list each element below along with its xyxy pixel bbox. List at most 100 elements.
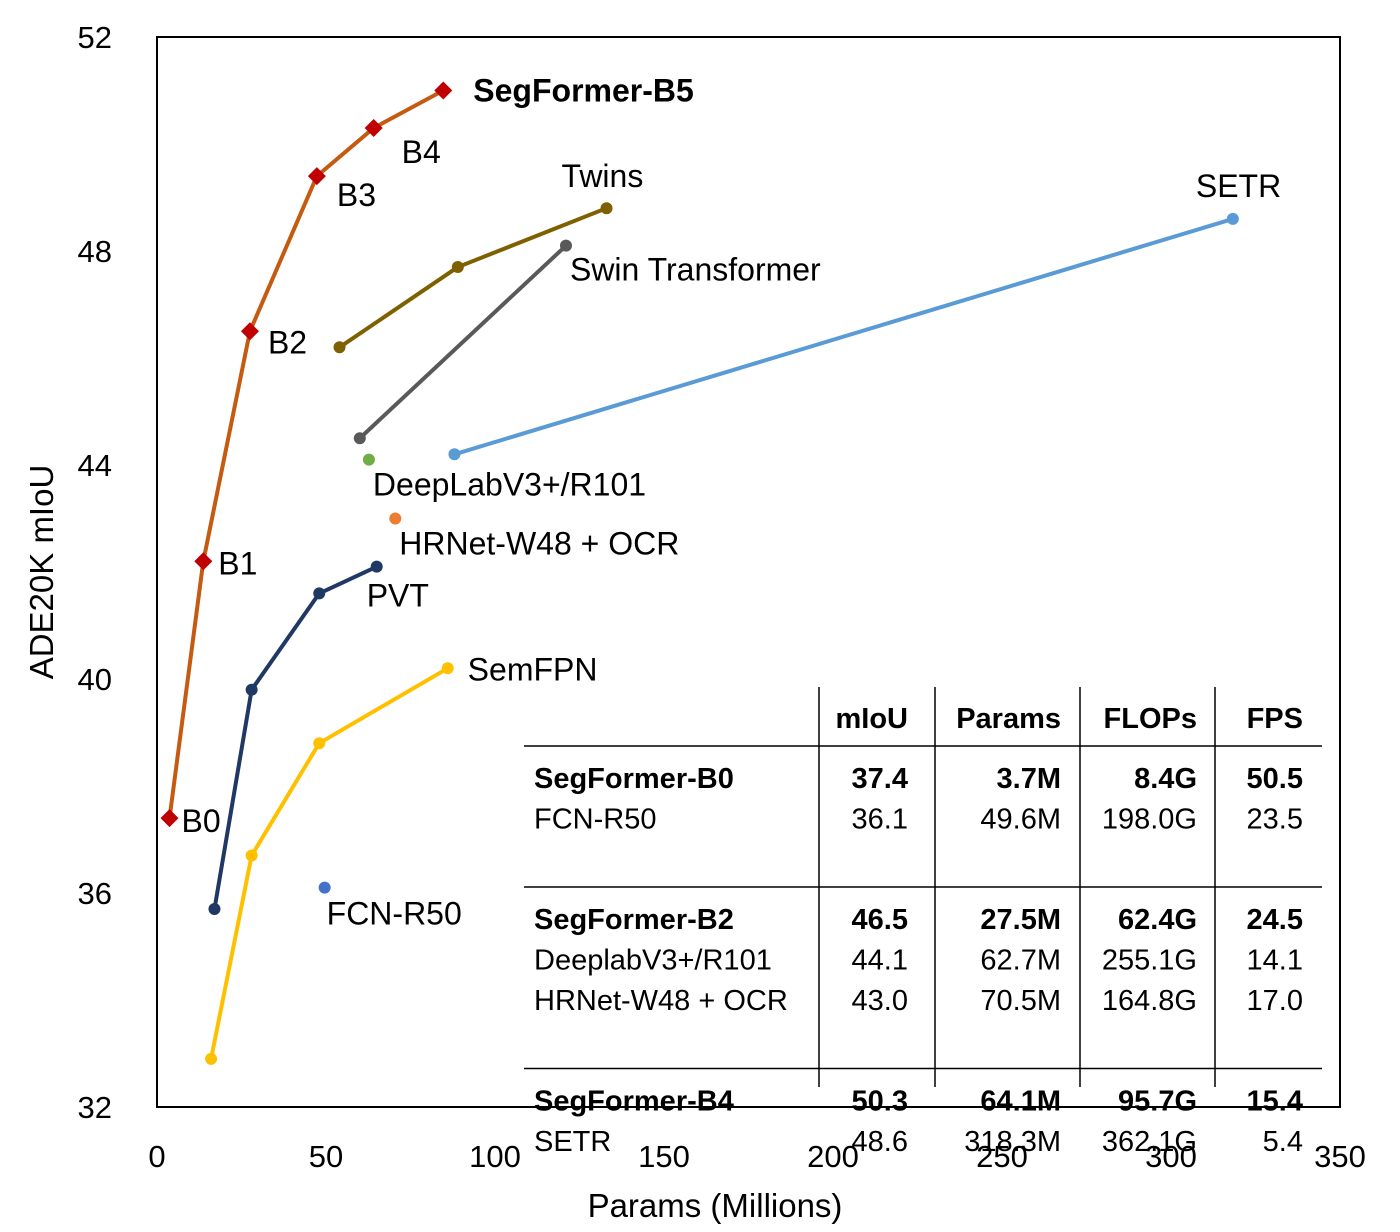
table-row: FCN-R50 36.1 49.6M 198.0G 23.5: [534, 804, 1303, 836]
twins-point: [600, 202, 613, 215]
y-tick-52: 52: [78, 20, 112, 55]
pvt-point: [370, 560, 383, 573]
segformer-point: [160, 809, 179, 828]
segformer-label-b3: B3: [337, 177, 376, 213]
table-header-miou: mIoU: [836, 703, 909, 735]
segformer-point: [240, 322, 259, 341]
x-tick-250: 250: [976, 1139, 1028, 1174]
table-cell-fps: 50.5: [1247, 763, 1303, 795]
swin-transformer-point: [559, 239, 572, 252]
table-cell-fps: 5.4: [1263, 1126, 1303, 1158]
y-tick-labels: 32 36 40 44 48 52: [78, 20, 112, 1125]
table-row-name: SegFormer-B4: [534, 1086, 734, 1118]
table-cell-miou: 36.1: [852, 804, 908, 836]
table-cell-miou: 48.6: [852, 1126, 908, 1158]
x-tick-350: 350: [1314, 1139, 1366, 1174]
pvt-line: [212, 564, 378, 910]
table-cell-fps: 17.0: [1247, 985, 1303, 1017]
x-tick-300: 300: [1145, 1139, 1197, 1174]
twins-label: Twins: [562, 158, 644, 194]
y-tick-48: 48: [78, 234, 112, 269]
swin-transformer-line: [358, 244, 568, 440]
segformer-label-b2: B2: [268, 324, 307, 360]
table-row: HRNet-W48 + OCR 43.0 70.5M 164.8G 17.0: [534, 985, 1303, 1017]
twins-line: [338, 206, 608, 349]
x-tick-200: 200: [807, 1139, 859, 1174]
comparison-table: mIoU Params FLOPs FPS SegFormer-B0 37.4 3.7M 8.…: [524, 687, 1322, 1158]
table-row-name: SegFormer-B0: [534, 763, 734, 795]
twins-point: [451, 261, 464, 274]
y-tick-36: 36: [78, 876, 112, 911]
table-cell-flops: 95.7G: [1118, 1086, 1197, 1118]
table-cell-flops: 164.8G: [1102, 985, 1197, 1017]
x-tick-100: 100: [469, 1139, 521, 1174]
segformer-point: [194, 552, 213, 571]
setr-point: [448, 448, 461, 461]
table-cell-flops: 62.4G: [1118, 904, 1197, 936]
table-cell-fps: 23.5: [1247, 804, 1303, 836]
segformer-point: [434, 81, 453, 100]
table-cell-miou: 46.5: [852, 904, 908, 936]
x-axis-title: Params (Millions): [588, 1187, 843, 1224]
table-row: DeeplabV3+/R101 44.1 62.7M 255.1G 14.1: [534, 945, 1303, 977]
table-cell-fps: 14.1: [1247, 945, 1303, 977]
series-labels: B0 B1 B2 B3 B4 SegFormer-B5 Twins Swin Transfor…: [182, 73, 1282, 932]
swin-transformer-label: Swin Transformer: [570, 252, 821, 288]
semfpn-line: [209, 666, 449, 1060]
x-tick-labels: 0 50 100 150 200 250 300 350: [148, 1139, 1365, 1174]
hrnet-w48-ocr-point: [389, 512, 402, 525]
table-row-name: HRNet-W48 + OCR: [534, 985, 788, 1017]
segformer-label-b4: B4: [402, 134, 441, 170]
table-row: SETR 48.6 318.3M 362.1G 5.4: [534, 1126, 1303, 1158]
table-row: SegFormer-B4 50.3 64.1M 95.7G 15.4: [534, 1086, 1303, 1118]
table-row-name: SegFormer-B2: [534, 904, 734, 936]
table-cell-params: 70.5M: [980, 985, 1061, 1017]
table-cell-miou: 50.3: [852, 1086, 908, 1118]
plot-frame: [156, 36, 1341, 1108]
table-cell-params: 64.1M: [980, 1086, 1061, 1118]
setr-point: [1226, 212, 1239, 225]
pvt-point: [208, 903, 221, 916]
table-row: SegFormer-B2 46.5 27.5M 62.4G 24.5: [534, 904, 1303, 936]
table-cell-flops: 198.0G: [1102, 804, 1197, 836]
table-cell-params: 49.6M: [980, 804, 1061, 836]
table-row-name: FCN-R50: [534, 804, 656, 836]
semfpn-label: SemFPN: [468, 651, 598, 687]
y-tick-44: 44: [78, 448, 112, 483]
table-cell-miou: 43.0: [852, 985, 908, 1017]
setr-label: SETR: [1196, 168, 1281, 204]
table-cell-params: 27.5M: [980, 904, 1061, 936]
series-markers: [160, 81, 1239, 1065]
table-cell-flops: 255.1G: [1102, 945, 1197, 977]
x-tick-0: 0: [148, 1139, 165, 1174]
table-header-params: Params: [956, 703, 1061, 735]
table-row-name: DeeplabV3+/R101: [534, 945, 772, 977]
fcn-r50-point: [318, 881, 331, 894]
segformer-line: [167, 88, 445, 819]
segformer-point: [364, 118, 383, 137]
segformer-label-b1: B1: [218, 545, 257, 581]
table-header-fps: FPS: [1247, 703, 1303, 735]
table-cell-miou: 37.4: [852, 763, 908, 795]
table-cell-flops: 8.4G: [1134, 763, 1197, 795]
hrnet-w48-ocr-label: HRNet-W48 + OCR: [399, 526, 679, 562]
table-row-name: SETR: [534, 1126, 611, 1158]
series-lines: [167, 88, 1234, 1060]
table-cell-fps: 15.4: [1247, 1086, 1303, 1118]
table-header-flops: FLOPs: [1104, 703, 1197, 735]
x-tick-150: 150: [638, 1139, 690, 1174]
fcn-r50-label: FCN-R50: [327, 896, 462, 932]
table-cell-params: 62.7M: [980, 945, 1061, 977]
pvt-point: [313, 587, 326, 600]
x-tick-50: 50: [309, 1139, 343, 1174]
table-row: SegFormer-B0 37.4 3.7M 8.4G 50.5: [534, 763, 1303, 795]
segformer-label-b0: B0: [182, 803, 221, 839]
semfpn-point: [441, 662, 454, 675]
deeplabv3-r101-label: DeepLabV3+/R101: [373, 467, 646, 503]
table-cell-params: 318.3M: [964, 1126, 1061, 1158]
segformer-point: [307, 167, 326, 186]
semfpn-point: [245, 849, 258, 862]
y-tick-32: 32: [78, 1090, 112, 1125]
segformer-label-segformer-b5: SegFormer-B5: [473, 73, 694, 109]
